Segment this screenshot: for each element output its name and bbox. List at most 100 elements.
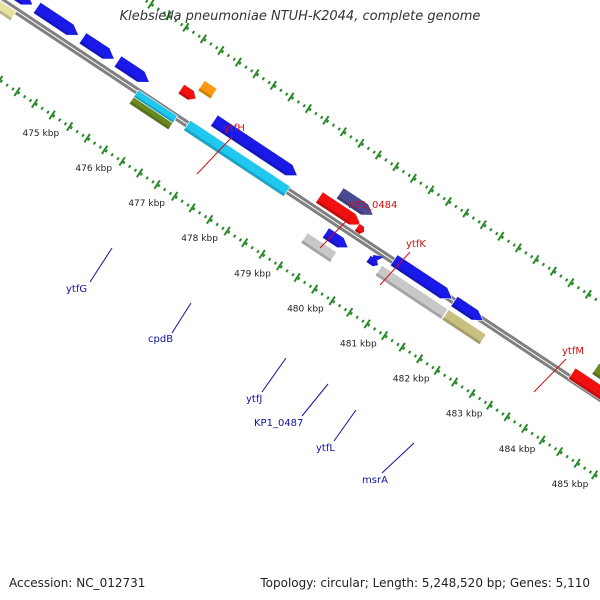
gene-shade	[336, 196, 363, 216]
scale-tick-mark	[234, 57, 242, 67]
gene-g-khaki-1	[0, 0, 17, 22]
gene-g-ytfJ	[300, 232, 338, 263]
scale-tick-mark	[538, 435, 546, 445]
gene-g-blue-2	[32, 1, 80, 36]
scale-tick-mark	[241, 237, 249, 248]
scale-label-482: 482 kbp	[393, 375, 430, 385]
gene-shade	[210, 123, 288, 176]
gene-shade	[375, 272, 443, 320]
gene-label-g-KP1_0487: KP1_0487	[254, 418, 303, 429]
scale-label-476: 476 kbp	[75, 164, 112, 174]
scale-tick-mark	[153, 179, 161, 190]
gene-g-KP1_0487	[374, 264, 449, 320]
scale-tick-mark	[136, 168, 144, 178]
gene-shade	[133, 95, 175, 124]
scale-tick-mark	[451, 377, 459, 387]
gene-shade	[13, 0, 23, 5]
genome-summary-text: Topology: circular; Length: 5,248,520 bp…	[260, 576, 590, 590]
scale-tick-mark	[573, 458, 581, 468]
scale-tick-mark	[83, 133, 91, 143]
scale-label-478: 478 kbp	[181, 234, 218, 244]
gene-g-KP1_0484	[335, 187, 374, 216]
gene-g-blue-small	[321, 227, 349, 248]
scale-tick-mark	[427, 185, 435, 195]
scale-tick-mark	[269, 80, 277, 91]
gene-shade	[114, 64, 140, 83]
gc-track-lower	[0, 78, 600, 481]
scale-label-484: 484 kbp	[499, 445, 536, 455]
scale-tick-mark	[392, 161, 400, 172]
gene-shade	[568, 376, 600, 400]
scale-tick-mark	[328, 296, 336, 306]
gene-g-blue-4	[113, 55, 150, 83]
gene-shade	[450, 303, 474, 321]
scale-tick-mark	[147, 0, 155, 9]
gene-g-ytfH	[197, 80, 218, 100]
scale-tick-mark	[276, 261, 284, 271]
scale-tick-mark	[409, 173, 417, 183]
gene-g-red-ytfM	[567, 367, 600, 401]
gene-g-blue-big	[210, 114, 298, 177]
scale-label-479: 479 kbp	[234, 269, 271, 279]
label-connector-g-msrA	[381, 442, 415, 474]
gene-shade	[354, 228, 362, 235]
gene-g-ytfK	[353, 222, 365, 235]
gene-label-g-KP1_0484: KP1_0484	[348, 200, 397, 211]
gene-label-g-cpdB: cpdB	[148, 334, 173, 345]
gene-label-g-msrA: msrA	[362, 475, 388, 486]
gene-shade	[366, 259, 375, 267]
label-connector-g-KP1_0487	[301, 383, 329, 417]
scale-tick-mark	[584, 289, 592, 300]
label-connector-g-ytfM	[533, 358, 567, 393]
gc-track-upper	[142, 0, 600, 304]
scale-tick-mark	[532, 254, 540, 265]
map-title: Klebsiella pneumoniae NTUH-K2044, comple…	[119, 9, 481, 24]
gene-shade	[315, 200, 351, 225]
gene-label-g-ytfJ: ytfJ	[246, 394, 262, 405]
scale-tick-mark	[217, 45, 225, 56]
scale-tick-mark	[556, 446, 564, 457]
gene-shade	[33, 10, 69, 36]
gene-label-g-ytfM: ytfM	[562, 346, 584, 357]
gene-shade	[178, 91, 190, 101]
scale-tick-mark	[433, 365, 441, 376]
gene-g-red-ytfH	[177, 83, 197, 101]
label-connector-g-ytfH	[196, 136, 233, 175]
label-connector-g-ytfJ	[261, 357, 287, 393]
scale-tick-mark	[339, 127, 347, 137]
scale-tick-mark	[462, 208, 470, 218]
scale-tick-mark	[521, 423, 529, 434]
gene-label-g-ytfK: ytfK	[406, 239, 426, 250]
scale-tick-mark	[591, 470, 599, 480]
label-connector-g-ytfG	[89, 247, 113, 283]
gene-g-red-0484	[315, 191, 362, 226]
scale-label-481: 481 kbp	[340, 340, 377, 350]
gene-shade	[442, 317, 482, 345]
scale-tick-mark	[567, 277, 575, 288]
gene-shade	[322, 235, 339, 248]
scale-label-483: 483 kbp	[446, 410, 483, 420]
scale-label-480: 480 kbp	[287, 304, 324, 314]
gene-g-blue-1	[13, 0, 34, 6]
gene-shade	[300, 240, 332, 263]
scale-tick-mark	[48, 110, 56, 120]
gene-g-ytfM	[591, 362, 600, 380]
scale-tick-mark	[258, 249, 266, 260]
label-connector-g-KP1_0484	[319, 212, 355, 249]
scale-tick-mark	[357, 138, 365, 149]
scale-label-475: 475 kbp	[22, 129, 59, 139]
scale-tick-mark	[293, 272, 301, 283]
gene-shade	[0, 10, 12, 21]
scale-tick-mark	[164, 10, 172, 21]
gene-g-blue-mid	[389, 254, 453, 300]
scale-tick-mark	[182, 22, 190, 33]
scale-label-485: 485 kbp	[552, 480, 589, 490]
scale-tick-mark	[304, 103, 312, 114]
gene-shade	[79, 41, 105, 59]
scale-tick-mark	[311, 284, 319, 294]
scale-tick-mark	[381, 330, 389, 341]
scale-tick-mark	[0, 75, 4, 82]
gene-label-g-ytfL: ytfL	[316, 443, 335, 454]
